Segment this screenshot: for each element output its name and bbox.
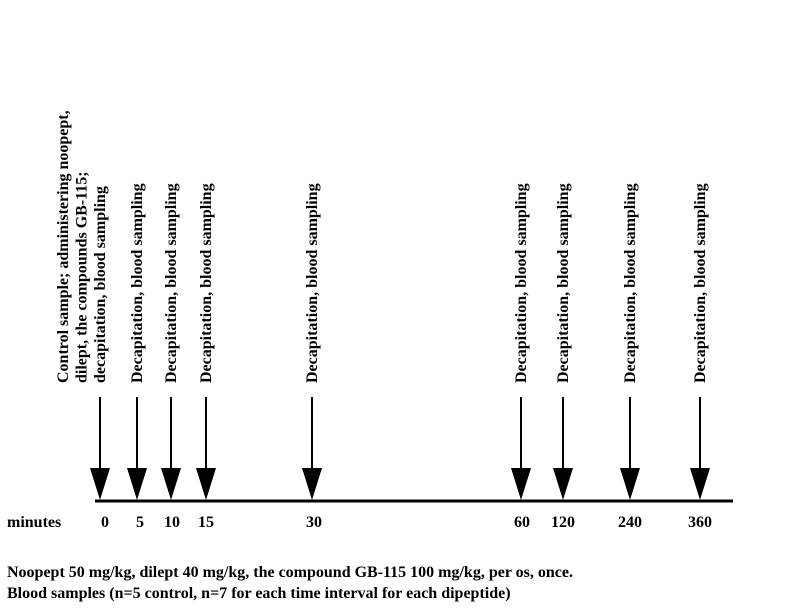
event-0-min: Control sample; administering noopept, di… (55, 110, 110, 531)
event-60-min: Decapitation, blood sampling 60 (511, 183, 531, 531)
event-label-line: dilept, the compounds GB-115; (74, 171, 91, 383)
tick-label: 0 (101, 514, 109, 531)
tick-label: 60 (514, 514, 530, 531)
event-label-line: Decapitation, blood sampling (692, 183, 709, 383)
event-30-min: Decapitation, blood sampling 30 (302, 183, 322, 531)
arrow-head-icon (302, 468, 322, 500)
arrow-head-icon (127, 468, 147, 500)
tick-label: 5 (136, 514, 144, 531)
tick-label: 360 (688, 514, 712, 531)
event-label-line: Decapitation, blood sampling (198, 183, 215, 383)
tick-label: 30 (306, 514, 322, 531)
event-label-line: Decapitation, blood sampling (555, 183, 572, 383)
footer-sample-note: Blood samples (n=5 control, n=7 for each… (7, 585, 511, 602)
arrow-head-icon (90, 468, 110, 500)
arrow-head-icon (553, 468, 573, 500)
arrow-head-icon (511, 468, 531, 500)
tick-label: 120 (551, 514, 575, 531)
event-label-line: Decapitation, blood sampling (304, 183, 321, 383)
arrow-head-icon (620, 468, 640, 500)
event-10-min: Decapitation, blood sampling 10 (161, 183, 181, 531)
event-120-min: Decapitation, blood sampling 120 (551, 183, 575, 531)
tick-label: 10 (164, 514, 180, 531)
footer-dosage-note: Noopept 50 mg/kg, dilept 40 mg/kg, the c… (7, 564, 573, 581)
event-label-line: Decapitation, blood sampling (163, 183, 180, 383)
event-5-min: Decapitation, blood sampling 5 (127, 183, 147, 531)
arrow-head-icon (196, 468, 216, 500)
event-label-line: decapitation, blood sampling (92, 186, 109, 383)
event-label-line: Control sample; administering noopept, (55, 110, 72, 383)
arrow-head-icon (690, 468, 710, 500)
event-15-min: Decapitation, blood sampling 15 (196, 183, 216, 531)
arrow-head-icon (161, 468, 181, 500)
axis-unit-label: minutes (7, 514, 61, 531)
event-label-line: Decapitation, blood sampling (129, 183, 146, 383)
event-label-line: Decapitation, blood sampling (622, 183, 639, 383)
tick-label: 240 (618, 514, 642, 531)
events-layer: Control sample; administering noopept, di… (55, 110, 712, 531)
event-360-min: Decapitation, blood sampling 360 (688, 183, 712, 531)
event-label-line: Decapitation, blood sampling (513, 183, 530, 383)
event-240-min: Decapitation, blood sampling 240 (618, 183, 642, 531)
tick-label: 15 (198, 514, 214, 531)
